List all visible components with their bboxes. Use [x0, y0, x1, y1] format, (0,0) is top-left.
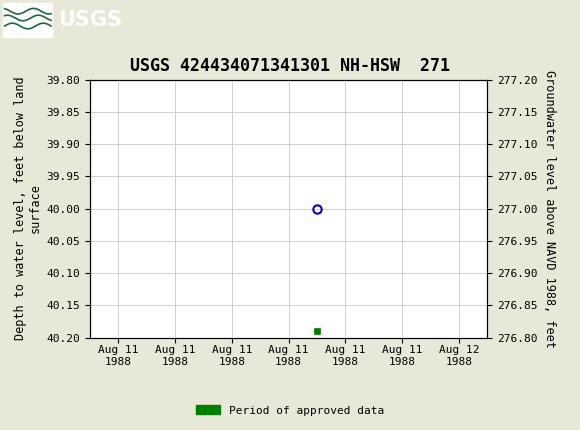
Bar: [3, 3, 52, 37]
Y-axis label: Groundwater level above NAVD 1988, feet: Groundwater level above NAVD 1988, feet: [543, 70, 556, 347]
Text: USGS 424434071341301 NH-HSW  271: USGS 424434071341301 NH-HSW 271: [130, 57, 450, 75]
Legend: Period of approved data: Period of approved data: [191, 401, 389, 420]
Text: USGS: USGS: [58, 10, 122, 30]
Y-axis label: Depth to water level, feet below land
surface: Depth to water level, feet below land su…: [14, 77, 42, 341]
